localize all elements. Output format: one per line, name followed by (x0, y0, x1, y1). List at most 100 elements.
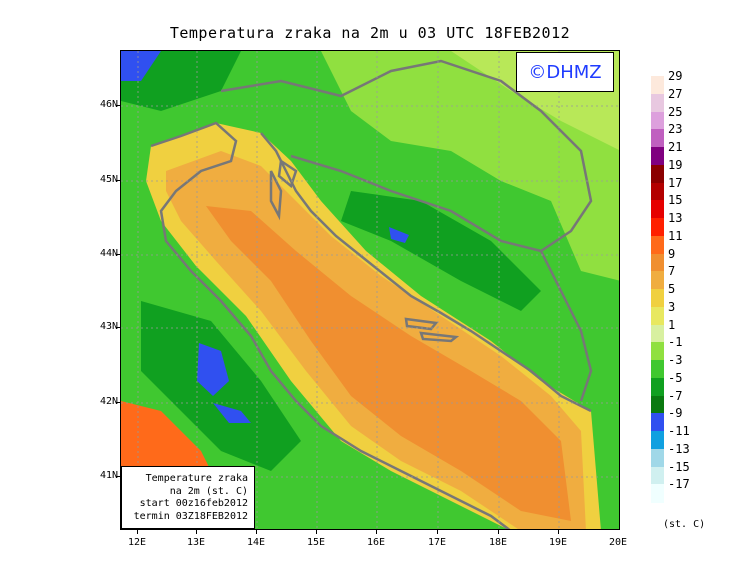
legend-swatch (651, 466, 664, 485)
legend-label: 7 (668, 264, 676, 279)
lon-label-17e: 17E (427, 537, 447, 548)
legend-label: 15 (668, 193, 683, 208)
lon-tick (137, 530, 138, 534)
cold-patch-south-italy (213, 403, 251, 423)
legend-label: -13 (668, 441, 690, 456)
southeast-border (539, 250, 593, 402)
legend-swatch (651, 129, 664, 148)
legend-swatch (651, 200, 664, 219)
legend-swatch (651, 147, 664, 166)
italian-coastline (150, 121, 511, 529)
lon-label-20e: 20E (608, 537, 628, 548)
croatian-coastline (260, 132, 592, 413)
legend-label: 1 (668, 317, 676, 332)
legend-label: -17 (668, 477, 690, 492)
island-krk (277, 158, 298, 189)
lat-label-44n: 44N (99, 248, 118, 259)
cold-patch-abruzzo (197, 343, 229, 396)
island-hvar (419, 331, 460, 343)
copyright-watermark: ©DHMZ (516, 52, 614, 92)
legend-swatch (651, 93, 664, 112)
info-line-variable: Temperature zraka (145, 473, 248, 484)
legend-label: -9 (668, 406, 683, 421)
legend-swatch (651, 182, 664, 201)
legend-label: 11 (668, 228, 683, 243)
lon-label-16e: 16E (366, 537, 386, 548)
lon-tick (376, 530, 377, 534)
temperature-map (120, 50, 620, 530)
legend-swatch (651, 484, 664, 503)
legend-label: 29 (668, 69, 683, 83)
island-cres (269, 170, 283, 221)
cold-patch-velebit (389, 227, 409, 243)
legend-swatch (651, 342, 664, 361)
lat-label-46n: 46N (99, 99, 118, 110)
dinaric-mountains-cold (341, 191, 541, 311)
coastline-borders (150, 59, 593, 529)
legend-label: 3 (668, 299, 676, 314)
lon-tick (256, 530, 257, 534)
lon-label-12e: 12E (127, 537, 147, 548)
legend-label: -7 (668, 388, 683, 403)
lon-tick (196, 530, 197, 534)
lat-tick (116, 254, 120, 255)
legend-label: 19 (668, 157, 683, 172)
lat-tick (116, 327, 120, 328)
legend-swatch (651, 306, 664, 325)
info-line-units: na 2m (st. C) (169, 485, 248, 497)
lat-label-42n: 42N (99, 396, 118, 407)
lon-label-13e: 13E (186, 537, 206, 548)
legend-swatch (651, 164, 664, 183)
legend-swatch (651, 76, 664, 95)
legend-unit: (st. C) (663, 519, 706, 530)
lon-label-19e: 19E (548, 537, 568, 548)
croatian-inland-border (220, 59, 593, 253)
lon-tick (498, 530, 499, 534)
adriatic-sea-warm (206, 206, 571, 521)
lat-tick (116, 476, 120, 477)
lat-tick (116, 105, 120, 106)
legend-swatch (651, 218, 664, 237)
legend-label: -1 (668, 335, 683, 350)
info-box: Temperature zraka na 2m (st. C) start 00… (121, 466, 255, 529)
legend-label: 25 (668, 104, 683, 119)
legend-label: 5 (668, 282, 676, 296)
lon-label-14e: 14E (246, 537, 266, 548)
legend-swatch (651, 271, 664, 290)
legend-swatch (651, 377, 664, 396)
island-brac (404, 317, 439, 331)
lat-label-41n: 41N (99, 470, 118, 481)
lon-tick (558, 530, 559, 534)
graticule-grid (121, 51, 619, 529)
info-line-start: start 00z16feb2012 (139, 498, 248, 509)
lat-tick (116, 402, 120, 403)
lon-label-15e: 15E (306, 537, 326, 548)
legend-swatch (651, 395, 664, 414)
map-title: Temperatura zraka na 2m u 03 UTC 18FEB20… (169, 24, 571, 42)
lon-tick (316, 530, 317, 534)
legend-label: -15 (668, 459, 690, 474)
legend-swatch (651, 431, 664, 450)
legend-label: -11 (668, 424, 690, 438)
lon-tick (437, 530, 438, 534)
legend-swatch (651, 413, 664, 432)
lat-label-43n: 43N (99, 321, 118, 332)
lon-label-18e: 18E (488, 537, 508, 548)
legend-label: 17 (668, 175, 683, 190)
legend-swatch (651, 111, 664, 130)
legend-label: 27 (668, 86, 683, 101)
lat-label-45n: 45N (99, 174, 118, 185)
legend-swatch (651, 235, 664, 254)
info-line-termin: termin 03Z18FEB2012 (133, 510, 248, 522)
legend-label: 23 (668, 122, 683, 137)
legend-swatch (651, 360, 664, 379)
legend-label: -3 (668, 353, 683, 367)
map-canvas (121, 51, 619, 529)
legend-label: 9 (668, 246, 676, 261)
lat-tick (116, 180, 120, 181)
temperature-color-legend (651, 76, 664, 503)
legend-swatch (651, 253, 664, 272)
legend-swatch (651, 448, 664, 467)
legend-swatch (651, 324, 664, 343)
northwest-cold-spot (121, 51, 161, 81)
